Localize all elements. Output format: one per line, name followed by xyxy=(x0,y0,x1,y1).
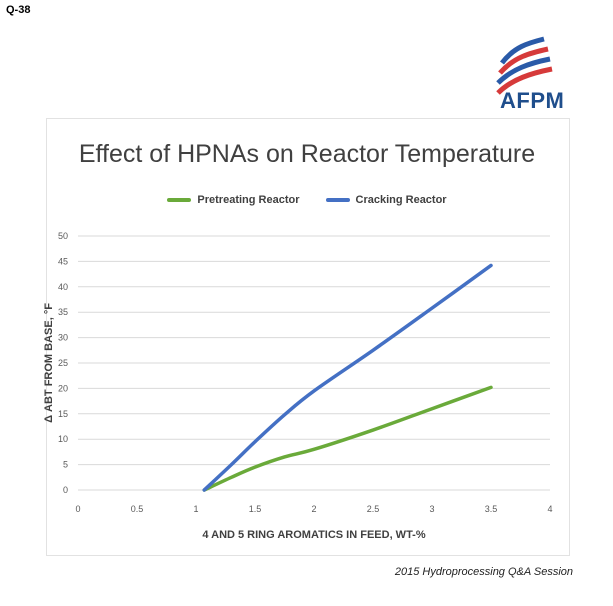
series-line-cracking xyxy=(202,263,493,492)
question-number: Q-38 xyxy=(6,4,31,16)
y-tick-label: 40 xyxy=(58,282,68,292)
footer-caption: 2015 Hydroprocessing Q&A Session xyxy=(394,566,573,578)
x-tick-label: 4 xyxy=(547,504,552,514)
y-tick-label: 45 xyxy=(58,256,68,266)
x-tick-label: 2.5 xyxy=(367,504,380,514)
afpm-logo-icon xyxy=(496,36,553,95)
y-tick-label: 50 xyxy=(58,231,68,241)
legend-label-cracking: Cracking Reactor xyxy=(355,194,447,206)
x-tick-label: 1 xyxy=(193,504,198,514)
y-tick-label: 35 xyxy=(58,307,68,317)
logo-text: AFPM xyxy=(500,88,565,113)
x-tick-label: 1.5 xyxy=(249,504,262,514)
x-axis-label: 4 AND 5 RING AROMATICS IN FEED, WT-% xyxy=(202,529,425,541)
legend-swatch-cracking xyxy=(325,198,350,202)
y-tick-label: 30 xyxy=(58,333,68,343)
chart-title: Effect of HPNAs on Reactor Temperature xyxy=(78,140,536,168)
y-tick-label: 25 xyxy=(58,358,68,368)
y-tick-label: 15 xyxy=(58,409,68,419)
legend-swatch-pretreating xyxy=(167,198,192,202)
legend-label-pretreating: Pretreating Reactor xyxy=(197,194,300,206)
y-tick-label: 10 xyxy=(58,434,68,444)
legend-item-cracking: Cracking Reactor xyxy=(325,194,447,206)
series-line-pretreating xyxy=(202,385,493,492)
x-tick-label: 3.5 xyxy=(485,504,498,514)
y-tick-label: 0 xyxy=(63,485,68,495)
chart-panel xyxy=(46,118,570,556)
y-axis-label: Δ ABT FROM BASE, °F xyxy=(43,303,55,423)
x-tick-label: 2 xyxy=(311,504,316,514)
chart-legend: Pretreating Reactor Cracking Reactor xyxy=(46,194,568,206)
x-tick-label: 3 xyxy=(429,504,434,514)
x-tick-label: 0.5 xyxy=(131,504,144,514)
x-tick-label: 0 xyxy=(75,504,80,514)
y-tick-label: 20 xyxy=(58,383,68,393)
legend-item-pretreating: Pretreating Reactor xyxy=(167,194,300,206)
y-tick-label: 5 xyxy=(63,460,68,470)
